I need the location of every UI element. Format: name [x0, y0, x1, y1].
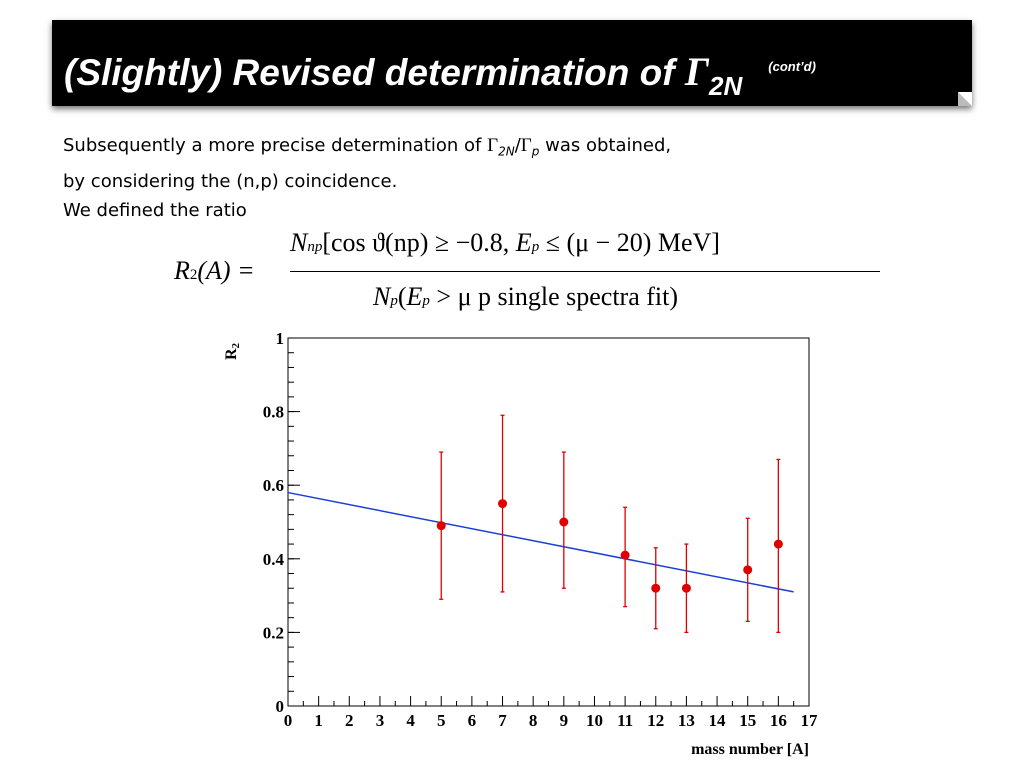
x-tick-label: 6 [468, 711, 477, 730]
title-subscript: 2N [709, 71, 743, 101]
lhs-sub: 2 [189, 267, 198, 283]
x-tick-label: 17 [801, 711, 819, 730]
x-tick-label: 11 [617, 711, 633, 730]
y-axis-label: R2 [223, 342, 242, 360]
num-e: E [515, 228, 532, 257]
den-sub: p [390, 293, 398, 309]
num-n: N [290, 228, 308, 257]
y-tick-label: 1 [276, 329, 285, 348]
data-point [620, 550, 630, 560]
fit-line-group [287, 491, 794, 593]
data-points [436, 414, 783, 634]
ratio-formula: R2(A) = Nnp[cos ϑ(np) ≥ −0.8, Ep ≤ (μ − … [170, 228, 890, 318]
x-tick-label: 2 [345, 711, 354, 730]
data-point [743, 565, 753, 575]
formula-numerator: Nnp[cos ϑ(np) ≥ −0.8, Ep ≤ (μ − 20) MeV] [290, 228, 720, 258]
den-tail: > μ p single spectra fit) [429, 282, 678, 311]
plot-border [287, 337, 810, 707]
x-tick-label: 0 [284, 711, 293, 730]
x-tick-label: 5 [437, 711, 446, 730]
x-tick-label: 1 [314, 711, 323, 730]
x-tick-label: 9 [560, 711, 569, 730]
x-tick-label: 7 [498, 711, 507, 730]
body-line-1a: Subsequently a more precise determinatio… [63, 135, 488, 156]
data-point [681, 583, 691, 593]
x-tick-label: 8 [529, 711, 538, 730]
gamma-symbol: Γ [487, 135, 499, 156]
num-sub: np [307, 239, 323, 255]
x-tick-label: 4 [406, 711, 415, 730]
y-tick-label: 0.2 [263, 623, 284, 642]
slash: / [514, 135, 521, 156]
y-tick-label: 0 [276, 697, 285, 716]
den-n: N [373, 282, 391, 311]
title-prefix: (Slightly) Revised determination of [64, 52, 685, 93]
x-axis-label: mass number [A] [691, 741, 809, 758]
lhs-rest: (A) = [197, 256, 255, 285]
den-text: ( [397, 282, 407, 311]
x-tick-label: 15 [739, 711, 756, 730]
data-point [559, 517, 569, 527]
gamma-symbol-2: Γ [520, 135, 532, 156]
formula-denominator: Np(Ep > μ p single spectra fit) [373, 282, 678, 312]
num-text: [cos ϑ(np) ≥ −0.8, [322, 228, 516, 257]
title-contd: (cont’d) [768, 59, 816, 74]
y-tick-label: 0.6 [263, 476, 284, 495]
data-point [773, 539, 783, 549]
body-line-1: Subsequently a more precise determinatio… [63, 131, 671, 167]
body-line-3: We defined the ratio [63, 199, 247, 221]
slide-title: (Slightly) Revised determination of Γ2N (… [64, 48, 816, 101]
sub-2n: 2N [498, 144, 515, 159]
sub-p: p [531, 144, 540, 159]
x-tick-label: 16 [770, 711, 787, 730]
data-point [498, 499, 508, 509]
formula-lhs: R2(A) = [174, 256, 255, 286]
data-point [651, 583, 661, 593]
den-e-sub: p [422, 293, 430, 309]
fit-line [287, 491, 794, 593]
den-e: E [406, 282, 423, 311]
x-tick-label: 3 [376, 711, 385, 730]
title-bar: (Slightly) Revised determination of Γ2N (… [52, 20, 972, 106]
title-gamma: Γ [684, 49, 710, 94]
page-curl [958, 92, 972, 106]
fraction-bar [290, 271, 880, 272]
x-tick-label: 12 [647, 711, 664, 730]
num-e-sub: p [531, 239, 540, 255]
data-point [436, 521, 446, 531]
x-tick-label: 10 [586, 711, 603, 730]
y-tick-label: 0.4 [263, 550, 285, 569]
y-tick-label: 0.8 [263, 403, 284, 422]
x-tick-label: 13 [678, 711, 695, 730]
lhs-r: R [174, 256, 190, 285]
body-line-2: by considering the (n,p) coincidence. [63, 170, 398, 192]
body-line-1b: was obtained, [539, 135, 672, 156]
body-text: Subsequently a more precise determinatio… [63, 131, 671, 225]
x-tick-label: 14 [709, 711, 727, 730]
plot-frame [287, 337, 810, 707]
num-tail: ≤ (μ − 20) MeV] [539, 228, 720, 257]
